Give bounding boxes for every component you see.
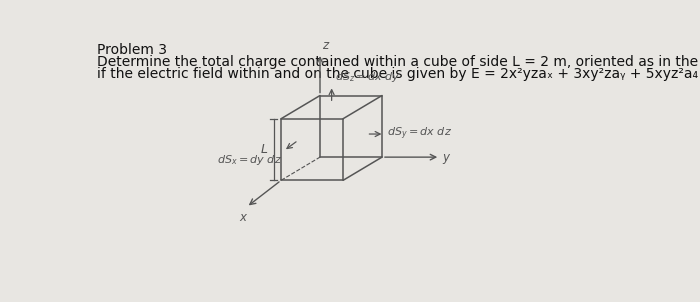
Text: x: x (239, 211, 246, 224)
Text: y: y (442, 151, 449, 164)
Text: L: L (261, 143, 268, 156)
Text: Problem 3: Problem 3 (97, 43, 167, 57)
Text: Determine the total charge contained within a cube of side L = 2 m, oriented as : Determine the total charge contained wit… (97, 56, 700, 69)
Text: $dS_y = dx\ dz$: $dS_y = dx\ dz$ (387, 126, 452, 142)
Text: $dS_x = dy\ dz$: $dS_x = dy\ dz$ (217, 153, 282, 166)
Text: $dS_z = dx\ dy$: $dS_z = dx\ dy$ (335, 70, 400, 84)
Text: z: z (321, 39, 328, 52)
Text: if the electric field within and on the cube is given by E = 2x²yzaₓ + 3xy²zaᵧ +: if the electric field within and on the … (97, 67, 700, 81)
